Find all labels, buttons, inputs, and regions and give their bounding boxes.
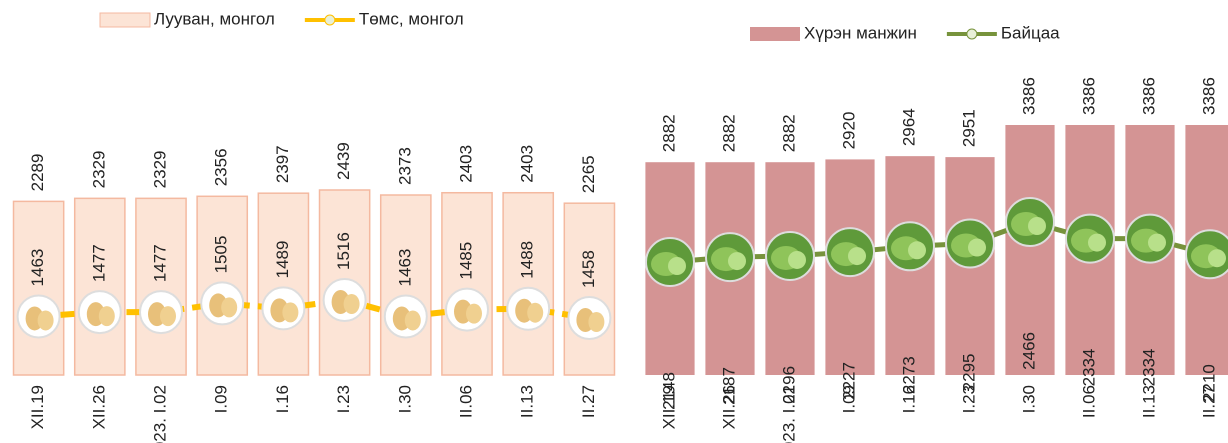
legend-label: Хүрэн манжин [804,23,917,42]
bar [136,198,186,375]
x-tick-label: I.09 [212,385,231,413]
chart: Лууван, монгол Төмс, монгол XII.19 XII.26 20… [0,0,1228,443]
marker-icon [38,310,54,330]
value-label: 2196 [779,366,798,404]
value-label: 2397 [273,145,292,183]
bar [503,193,553,375]
marker-icon [788,251,806,269]
value-label: 2403 [518,145,537,183]
value-label: 2439 [334,142,353,180]
bar [258,193,308,375]
marker-icon [466,304,482,324]
value-label: 1477 [150,244,169,282]
legend-label: Лууван, монгол [154,9,275,28]
marker-icon [405,310,421,330]
value-label: 2210 [1199,364,1218,402]
x-tick-label: 2023. I.02 [150,385,169,443]
legend-label: Байцаа [1001,23,1060,42]
x-tick-label: XII.19 [28,385,47,429]
marker-icon [668,257,686,275]
value-label: 2334 [1139,349,1158,387]
x-tick-label: II.27 [579,385,598,418]
bar [442,193,492,375]
value-label: 2148 [659,372,678,410]
marker-icon [1148,234,1166,252]
value-label: 1458 [579,250,598,288]
value-label: 2334 [1079,349,1098,387]
value-label: 2466 [1019,332,1038,370]
bar [14,201,64,375]
x-tick-label: II.06 [456,385,475,418]
bar [564,203,614,375]
value-label: 1463 [28,249,47,287]
marker-icon [848,247,866,265]
marker-icon [344,294,360,314]
value-label: 2403 [456,145,475,183]
marker-icon [527,303,543,323]
value-label: 2373 [395,147,414,185]
marker-icon [728,252,746,270]
legend-label: Төмс, монгол [359,9,464,28]
legend-marker [325,15,335,25]
value-label: 1489 [273,241,292,279]
x-tick-label: I.23 [334,385,353,413]
x-tick-label: II.13 [1139,385,1158,418]
marker-icon [99,306,115,326]
marker-icon [968,239,986,257]
value-label: 2329 [150,151,169,189]
value-label: 2295 [959,354,978,392]
legend-swatch [750,27,800,41]
value-label: 1477 [89,244,108,282]
value-label: 2289 [28,154,47,192]
x-tick-label: XII.26 [89,385,108,429]
value-label: 2329 [89,151,108,189]
value-label: 2882 [659,114,678,152]
marker-icon [221,297,237,317]
x-tick-label: I.30 [1019,385,1038,413]
x-tick-label: II.06 [1079,385,1098,418]
value-label: 1516 [334,232,353,270]
value-label: 2882 [779,114,798,152]
marker-icon [1088,234,1106,252]
marker-icon [282,302,298,322]
x-tick-label: II.13 [518,385,537,418]
value-label: 2227 [839,362,858,400]
legend-swatch [100,13,150,27]
bar [75,198,125,375]
value-label: 1488 [518,241,537,279]
value-label: 3386 [1079,77,1098,115]
value-label: 3386 [1019,77,1038,115]
legend-marker [967,29,977,39]
value-label: 2951 [959,109,978,147]
marker-icon [1208,249,1226,267]
value-label: 2187 [719,367,738,405]
value-label: 2882 [719,114,738,152]
value-label: 2964 [899,108,918,146]
x-tick-label: I.16 [273,385,292,413]
value-label: 3386 [1199,77,1218,115]
value-label: 1505 [212,236,231,274]
value-label: 2265 [579,155,598,193]
marker-icon [1028,217,1046,235]
value-label: 1463 [395,249,414,287]
value-label: 2273 [899,356,918,394]
value-label: 3386 [1139,77,1158,115]
x-tick-label: I.30 [395,385,414,413]
value-label: 1485 [456,242,475,280]
value-label: 2356 [212,148,231,186]
marker-icon [908,241,926,259]
value-label: 2920 [839,112,858,150]
marker-icon [160,306,176,326]
marker-icon [588,312,604,332]
